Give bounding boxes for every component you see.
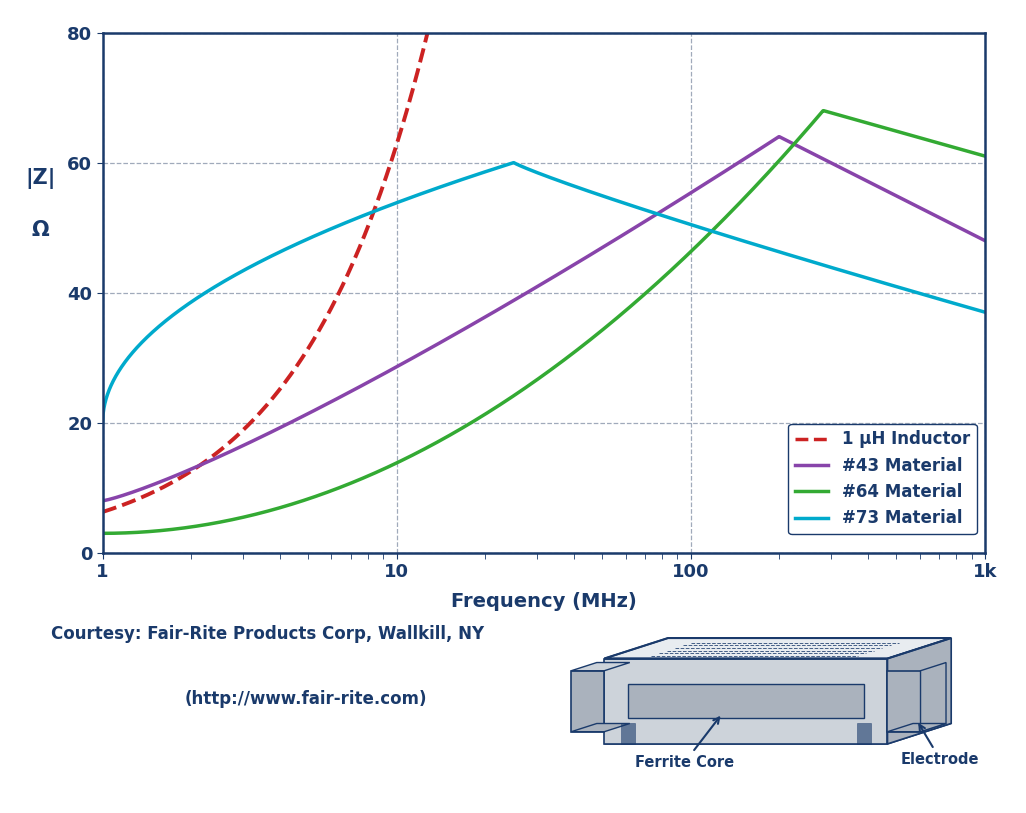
Polygon shape [920, 663, 946, 732]
#73 Material [792, 253, 804, 263]
#43 Material [979, 236, 991, 246]
#73 Material [142, 332, 154, 341]
Polygon shape [571, 671, 604, 732]
1 μH Inductor [182, 468, 194, 478]
#64 Material [953, 144, 965, 154]
#64 Material [979, 151, 991, 161]
Polygon shape [604, 659, 887, 744]
Text: Electrode: Electrode [901, 724, 980, 767]
Polygon shape [887, 724, 946, 732]
Line: #64 Material: #64 Material [103, 111, 985, 533]
#43 Material [142, 482, 154, 492]
Polygon shape [887, 671, 920, 732]
#64 Material [818, 106, 830, 115]
#64 Material [96, 528, 109, 538]
1 μH Inductor [97, 506, 110, 516]
#43 Material [792, 141, 804, 151]
#43 Material [774, 132, 786, 141]
Legend: 1 μH Inductor, #43 Material, #64 Material, #73 Material: 1 μH Inductor, #43 Material, #64 Materia… [788, 424, 977, 534]
Text: |Z|: |Z| [26, 167, 56, 189]
1 μH Inductor [182, 468, 194, 478]
Polygon shape [887, 638, 951, 744]
#64 Material [502, 394, 514, 404]
Polygon shape [604, 638, 951, 659]
Polygon shape [628, 685, 864, 719]
#73 Material [526, 166, 539, 176]
1 μH Inductor [355, 238, 367, 248]
1 μH Inductor [422, 28, 434, 38]
Polygon shape [571, 663, 630, 671]
#73 Material [953, 300, 965, 310]
#43 Material [953, 223, 965, 233]
#43 Material [502, 298, 514, 308]
Text: (http://www.fair-rite.com): (http://www.fair-rite.com) [185, 690, 427, 708]
#73 Material [96, 418, 109, 428]
1 μH Inductor [96, 507, 109, 517]
#43 Material [96, 496, 109, 506]
Line: #73 Material: #73 Material [103, 163, 985, 423]
#73 Material [508, 158, 520, 167]
Line: #43 Material: #43 Material [103, 137, 985, 501]
1 μH Inductor [183, 467, 195, 477]
#43 Material [525, 285, 538, 295]
1 μH Inductor [98, 506, 111, 516]
#43 Material [953, 223, 965, 233]
#64 Material [142, 527, 154, 537]
#73 Material [502, 159, 514, 169]
#64 Material [525, 379, 538, 389]
Polygon shape [621, 723, 635, 744]
Polygon shape [571, 724, 630, 732]
X-axis label: Frequency (MHz): Frequency (MHz) [450, 593, 637, 611]
Text: Ω: Ω [32, 220, 49, 241]
Text: Ferrite Core: Ferrite Core [635, 717, 735, 770]
#64 Material [791, 136, 803, 146]
Polygon shape [857, 723, 871, 744]
#64 Material [953, 144, 965, 154]
Line: 1 μH Inductor: 1 μH Inductor [103, 33, 428, 512]
#73 Material [979, 307, 991, 317]
Text: Courtesy: Fair-Rite Products Corp, Wallkill, NY: Courtesy: Fair-Rite Products Corp, Wallk… [51, 625, 484, 643]
Polygon shape [604, 724, 951, 744]
#73 Material [953, 300, 965, 310]
